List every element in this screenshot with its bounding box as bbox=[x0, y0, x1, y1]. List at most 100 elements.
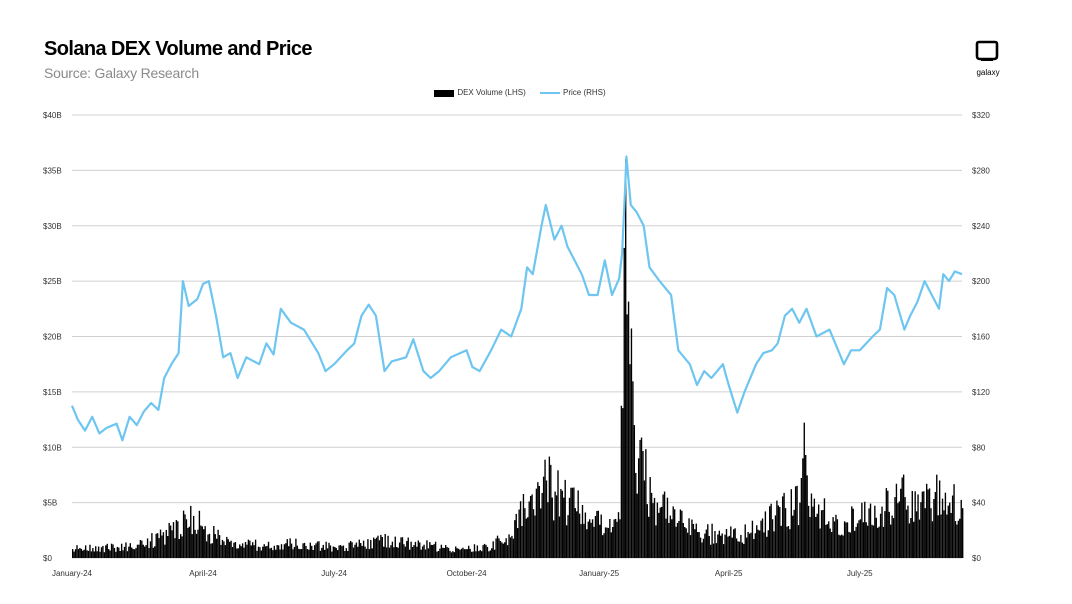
volume-bar bbox=[275, 549, 277, 558]
volume-bar bbox=[347, 550, 349, 558]
volume-bar bbox=[858, 520, 860, 558]
volume-bar bbox=[162, 532, 165, 558]
volume-bar bbox=[116, 546, 119, 558]
volume-bar bbox=[540, 508, 542, 558]
volume-bar bbox=[833, 521, 836, 558]
legend-swatch-volume bbox=[434, 89, 455, 97]
volume-bar bbox=[149, 541, 152, 558]
volume-bar bbox=[962, 508, 964, 558]
volume-bar bbox=[541, 492, 543, 558]
volume-bar bbox=[648, 516, 650, 558]
volume-bar bbox=[378, 540, 381, 558]
volume-bar bbox=[230, 540, 232, 558]
volume-bar bbox=[325, 541, 327, 558]
volume-bar bbox=[168, 522, 170, 558]
volume-bar bbox=[414, 541, 417, 558]
volume-bar bbox=[97, 546, 100, 558]
volume-bar bbox=[132, 548, 134, 558]
volume-bar bbox=[606, 527, 608, 558]
volume-bar bbox=[208, 533, 211, 558]
volume-bar bbox=[924, 508, 926, 558]
volume-bar bbox=[178, 539, 180, 558]
volume-bar bbox=[787, 526, 790, 558]
volume-bar bbox=[796, 485, 798, 558]
x-tick-label: April-24 bbox=[189, 569, 217, 578]
volume-bar bbox=[289, 538, 291, 558]
volume-bar bbox=[80, 548, 83, 558]
volume-bar bbox=[250, 545, 252, 558]
volume-bar bbox=[851, 506, 853, 558]
volume-bar bbox=[239, 544, 241, 558]
volume-bar bbox=[416, 546, 418, 558]
volume-bar bbox=[241, 543, 244, 558]
volume-bar bbox=[194, 529, 196, 558]
volume-bar bbox=[489, 550, 492, 558]
volume-bar bbox=[753, 538, 755, 558]
volume-bar bbox=[770, 503, 772, 558]
volume-bar bbox=[82, 550, 84, 558]
volume-bar bbox=[455, 546, 457, 558]
volume-bar bbox=[524, 508, 526, 558]
volume-bar bbox=[832, 517, 834, 558]
volume-bar bbox=[83, 549, 85, 558]
volume-bar bbox=[635, 472, 637, 558]
volume-bar bbox=[411, 547, 414, 558]
volume-bar bbox=[607, 527, 610, 558]
volume-bar bbox=[396, 547, 398, 558]
volume-bar bbox=[257, 546, 260, 558]
volume-bar bbox=[400, 537, 402, 558]
volume-bar bbox=[815, 516, 817, 558]
volume-bar bbox=[790, 489, 792, 558]
volume-bar bbox=[589, 519, 591, 558]
volume-bar bbox=[391, 541, 394, 558]
volume-bar bbox=[836, 519, 839, 558]
volume-bar bbox=[688, 518, 690, 558]
volume-bar bbox=[370, 539, 372, 558]
volume-bar bbox=[345, 548, 347, 558]
volume-bar bbox=[597, 510, 600, 558]
volume-bar bbox=[895, 483, 898, 558]
volume-bar bbox=[145, 545, 147, 558]
volume-bar bbox=[482, 545, 484, 558]
volume-bar bbox=[773, 531, 775, 558]
volume-bar bbox=[557, 470, 559, 558]
volume-bar bbox=[486, 546, 489, 558]
volume-bar bbox=[273, 545, 275, 558]
volume-bars bbox=[72, 159, 964, 559]
volume-bar bbox=[401, 537, 404, 558]
volume-bar bbox=[849, 532, 852, 558]
volume-bar bbox=[432, 545, 434, 558]
volume-bar bbox=[375, 537, 378, 558]
volume-bar bbox=[354, 544, 356, 558]
volume-bar bbox=[506, 545, 509, 558]
volume-bar bbox=[676, 523, 679, 558]
volume-bar bbox=[894, 497, 896, 558]
volume-bar bbox=[800, 478, 803, 558]
volume-bar bbox=[187, 527, 189, 558]
volume-bar bbox=[757, 529, 759, 558]
volume-bar bbox=[594, 515, 597, 558]
x-tick-label: April-25 bbox=[715, 569, 743, 578]
volume-bar bbox=[771, 519, 774, 558]
volume-bar bbox=[747, 531, 749, 558]
volume-bar bbox=[122, 550, 124, 558]
volume-bar bbox=[534, 515, 536, 558]
volume-bar bbox=[131, 547, 133, 558]
volume-bar bbox=[538, 486, 540, 558]
volume-bar bbox=[934, 491, 937, 558]
volume-bar bbox=[733, 529, 735, 558]
volume-bar bbox=[362, 540, 365, 558]
volume-bar bbox=[358, 539, 360, 558]
volume-bar bbox=[360, 543, 362, 558]
volume-bar bbox=[941, 498, 944, 558]
volume-bar bbox=[745, 537, 748, 558]
volume-bar bbox=[128, 546, 130, 558]
volume-bar bbox=[191, 534, 193, 558]
price-line-group bbox=[70, 155, 963, 442]
volume-bar bbox=[139, 540, 142, 558]
volume-bar bbox=[852, 508, 854, 558]
volume-bar bbox=[383, 546, 385, 558]
volume-bar bbox=[165, 529, 167, 558]
volume-bar bbox=[600, 514, 602, 558]
volume-bar bbox=[694, 529, 696, 558]
